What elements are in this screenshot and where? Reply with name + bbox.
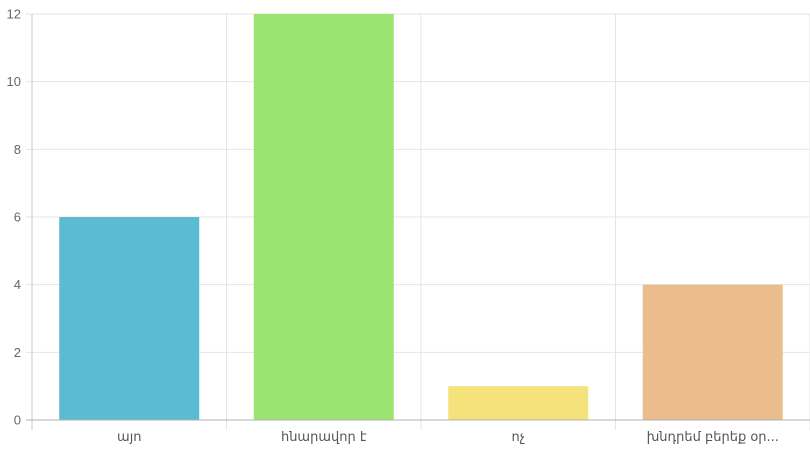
bar-1 (59, 217, 200, 420)
bar-2 (253, 14, 394, 420)
y-tick-label: 2 (14, 345, 21, 360)
y-tick-label: 6 (14, 210, 21, 225)
x-tick-label: հնարավոր է (281, 430, 367, 445)
bar-3 (448, 386, 589, 420)
y-tick-label: 10 (7, 74, 21, 89)
y-tick-label: 12 (7, 7, 21, 22)
x-tick-label: այո (117, 430, 141, 445)
x-tick-label: ոչ (512, 430, 526, 445)
y-tick-label: 4 (14, 277, 21, 292)
y-tick-label: 8 (14, 142, 21, 157)
x-tick-label: խնդրեմ բերեք օր... (647, 430, 779, 445)
y-tick-label: 0 (14, 413, 21, 428)
bar-4 (642, 284, 783, 420)
